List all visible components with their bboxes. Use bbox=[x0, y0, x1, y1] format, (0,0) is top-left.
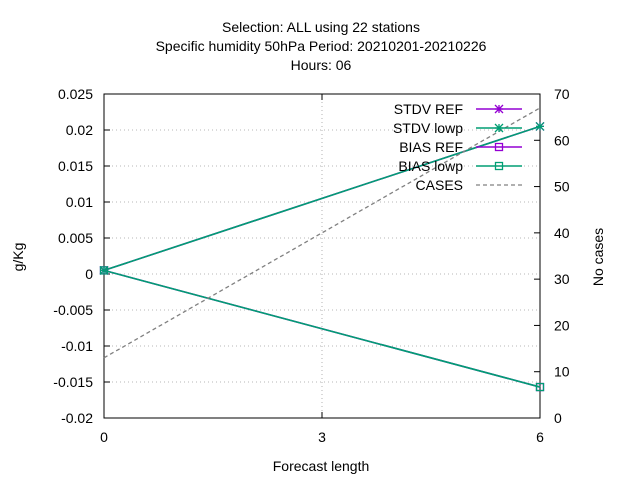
legend-marker bbox=[494, 104, 504, 114]
series-stdv-lowp bbox=[99, 121, 545, 275]
x-tick-label: 0 bbox=[100, 429, 108, 445]
y-tick-label: 0 bbox=[85, 266, 93, 282]
legend-item: STDV REF bbox=[394, 101, 522, 117]
y2-tick-label: 70 bbox=[554, 86, 570, 102]
y2-tick-label: 30 bbox=[554, 271, 570, 287]
y-tick-label: -0.015 bbox=[53, 374, 93, 390]
y-tick-label: 0.015 bbox=[58, 158, 93, 174]
legend-item: BIAS REF bbox=[399, 139, 522, 155]
y-tick-label: 0.01 bbox=[66, 194, 93, 210]
y2-tick-label: 40 bbox=[554, 225, 570, 241]
legend-marker bbox=[494, 142, 504, 152]
y-tick-label: -0.01 bbox=[61, 338, 93, 354]
legend-item: BIAS lowp bbox=[398, 158, 522, 174]
legend-label: STDV lowp bbox=[393, 120, 463, 136]
data-point bbox=[99, 266, 109, 275]
title-line: Selection: ALL using 22 stations bbox=[222, 19, 420, 35]
y-tick-label: 0.02 bbox=[66, 122, 93, 138]
data-point bbox=[535, 382, 545, 392]
y2-tick-label: 50 bbox=[554, 179, 570, 195]
series-cases bbox=[103, 107, 541, 359]
y2-tick-label: 10 bbox=[554, 364, 570, 380]
y2-tick-label: 0 bbox=[554, 410, 562, 426]
series-line bbox=[103, 269, 541, 388]
x-axis-label: Forecast length bbox=[273, 458, 370, 474]
title-line: Hours: 06 bbox=[291, 57, 352, 73]
y-axis-label: g/Kg bbox=[10, 243, 26, 272]
y2-tick-label: 20 bbox=[554, 317, 570, 333]
legend-marker bbox=[494, 161, 504, 171]
series-line bbox=[103, 125, 541, 272]
series-line bbox=[103, 107, 541, 359]
legend-label: STDV REF bbox=[394, 101, 463, 117]
legend-label: BIAS lowp bbox=[398, 158, 463, 174]
chart-title: Selection: ALL using 22 stations Specific… bbox=[156, 19, 487, 73]
y-tick-label: -0.005 bbox=[53, 302, 93, 318]
legend: STDV REF STDV lowp BIAS REF BIAS lowp CASES bbox=[393, 101, 522, 193]
x-tick-label: 3 bbox=[318, 429, 326, 445]
y-tick-label: -0.02 bbox=[61, 410, 93, 426]
y-tick-label: 0.025 bbox=[58, 86, 93, 102]
y2-axis-label: No cases bbox=[590, 228, 606, 286]
title-line: Specific humidity 50hPa Period: 20210201… bbox=[156, 38, 487, 54]
legend-label: BIAS REF bbox=[399, 139, 463, 155]
grid bbox=[104, 94, 540, 418]
x-tick-label: 6 bbox=[536, 429, 544, 445]
y-tick-label: 0.005 bbox=[58, 230, 93, 246]
legend-item: CASES bbox=[416, 177, 522, 193]
y2-tick-label: 60 bbox=[554, 132, 570, 148]
legend-marker bbox=[494, 123, 504, 133]
data-point bbox=[535, 121, 545, 131]
axes: -0.02 -0.015 -0.01 -0.005 0 0.005 0.01 0.015 0.0… bbox=[53, 86, 569, 445]
series bbox=[99, 107, 545, 392]
legend-item: STDV lowp bbox=[393, 120, 522, 136]
legend-label: CASES bbox=[416, 177, 463, 193]
series-bias-lowp bbox=[99, 266, 545, 392]
